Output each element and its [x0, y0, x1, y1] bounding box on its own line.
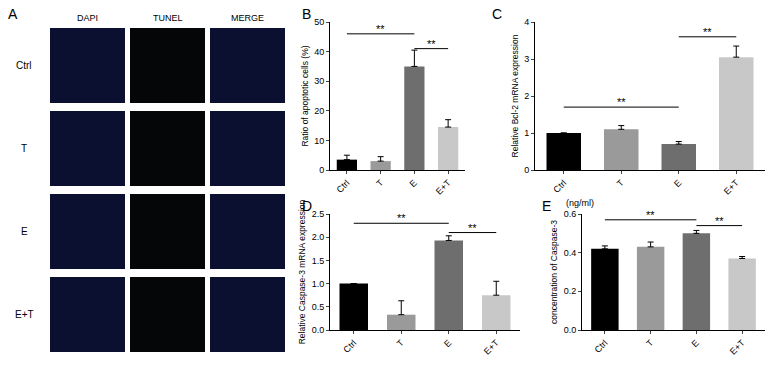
svg-text:0: 0	[319, 165, 324, 175]
svg-text:E: E	[672, 178, 683, 189]
svg-text:E+T: E+T	[722, 177, 741, 196]
svg-text:50: 50	[314, 17, 324, 27]
svg-text:3: 3	[524, 54, 529, 64]
svg-text:10: 10	[314, 136, 324, 146]
svg-text:**: **	[617, 96, 626, 108]
svg-text:**: **	[646, 209, 655, 221]
svg-text:0.0: 0.0	[312, 325, 325, 335]
svg-text:E: E	[21, 226, 28, 237]
svg-text:40: 40	[314, 47, 324, 57]
svg-text:E+T: E+T	[434, 177, 453, 196]
svg-text:Ctrl: Ctrl	[341, 338, 358, 355]
svg-text:**: **	[427, 38, 436, 50]
svg-text:(ng/ml): (ng/ml)	[566, 198, 594, 208]
svg-text:**: **	[715, 215, 724, 227]
svg-text:T: T	[644, 337, 655, 348]
svg-text:Relative Caspase-3 mRNA expres: Relative Caspase-3 mRNA expression	[297, 199, 307, 344]
svg-text:2.0: 2.0	[312, 232, 325, 242]
svg-text:E+T: E+T	[728, 337, 747, 356]
svg-text:1.5: 1.5	[312, 256, 325, 266]
svg-text:Ctrl: Ctrl	[335, 178, 352, 195]
svg-text:0.4: 0.4	[564, 248, 577, 258]
svg-text:concentration of Caspase-3: concentration of Caspase-3	[549, 220, 559, 324]
svg-text:E: E	[408, 178, 419, 189]
svg-text:1.0: 1.0	[312, 279, 325, 289]
svg-text:B: B	[302, 6, 311, 22]
svg-text:**: **	[376, 23, 385, 35]
svg-text:0.5: 0.5	[312, 302, 325, 312]
svg-text:Relative Bcl-2 mRNA expression: Relative Bcl-2 mRNA expression	[510, 34, 520, 157]
svg-text:T: T	[395, 337, 406, 348]
svg-text:30: 30	[314, 76, 324, 86]
svg-text:T: T	[21, 143, 27, 154]
svg-text:MERGE: MERGE	[231, 13, 264, 23]
svg-text:C: C	[492, 6, 502, 22]
svg-text:E: E	[442, 338, 453, 349]
svg-text:0: 0	[524, 165, 529, 175]
svg-text:4: 4	[524, 17, 529, 27]
svg-text:E: E	[690, 338, 701, 349]
svg-text:2.5: 2.5	[312, 209, 325, 219]
svg-text:T: T	[374, 177, 385, 188]
svg-text:E+T: E+T	[15, 309, 34, 320]
svg-text:TUNEL: TUNEL	[153, 13, 183, 23]
svg-text:A: A	[8, 6, 18, 22]
svg-text:E+T: E+T	[482, 337, 501, 356]
svg-text:20: 20	[314, 106, 324, 116]
svg-text:E: E	[542, 198, 551, 214]
svg-text:DAPI: DAPI	[77, 13, 98, 23]
svg-text:Ratio of apoptotic cells (%): Ratio of apoptotic cells (%)	[300, 45, 310, 146]
svg-text:**: **	[397, 212, 406, 224]
svg-text:D: D	[302, 198, 312, 214]
svg-text:2: 2	[524, 91, 529, 101]
svg-text:**: **	[703, 26, 712, 38]
svg-text:0.2: 0.2	[564, 286, 577, 296]
svg-text:Ctrl: Ctrl	[551, 178, 568, 195]
svg-text:1: 1	[524, 128, 529, 138]
svg-text:Ctrl: Ctrl	[593, 338, 610, 355]
svg-text:T: T	[615, 177, 626, 188]
svg-text:**: **	[468, 222, 477, 234]
svg-text:Ctrl: Ctrl	[16, 60, 32, 71]
svg-text:0.0: 0.0	[564, 325, 577, 335]
svg-text:0.6: 0.6	[564, 209, 577, 219]
